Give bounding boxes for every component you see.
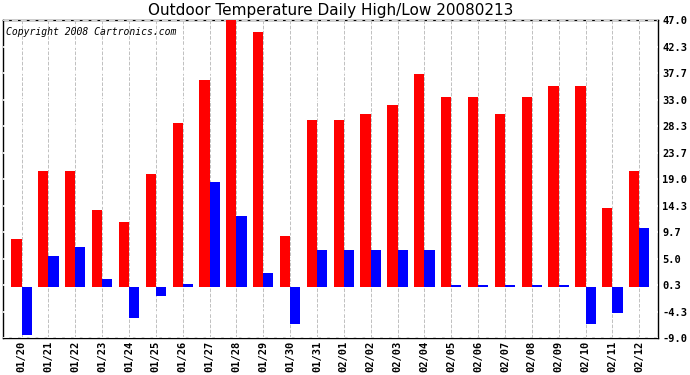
Bar — [172, 123, 183, 287]
Bar — [199, 80, 210, 287]
Bar — [451, 285, 462, 287]
Bar — [629, 171, 639, 287]
Bar — [290, 287, 300, 324]
Bar — [307, 120, 317, 287]
Bar — [468, 97, 478, 287]
Bar — [549, 86, 559, 287]
Bar — [586, 287, 595, 324]
Bar — [532, 285, 542, 287]
Bar — [344, 250, 354, 287]
Text: Copyright 2008 Cartronics.com: Copyright 2008 Cartronics.com — [6, 27, 177, 37]
Bar — [48, 256, 59, 287]
Bar — [226, 20, 237, 287]
Bar — [156, 287, 166, 296]
Bar — [575, 86, 586, 287]
Bar — [11, 239, 21, 287]
Bar — [264, 273, 273, 287]
Bar — [478, 285, 489, 287]
Bar — [38, 171, 48, 287]
Bar — [371, 250, 381, 287]
Title: Outdoor Temperature Daily High/Low 20080213: Outdoor Temperature Daily High/Low 20080… — [148, 3, 513, 18]
Bar — [559, 285, 569, 287]
Bar — [65, 171, 75, 287]
Bar — [441, 97, 451, 287]
Bar — [639, 228, 649, 287]
Bar — [129, 287, 139, 318]
Bar — [119, 222, 129, 287]
Bar — [522, 97, 532, 287]
Bar — [317, 250, 327, 287]
Bar — [183, 284, 193, 287]
Bar — [75, 248, 86, 287]
Bar — [21, 287, 32, 335]
Bar — [280, 236, 290, 287]
Bar — [360, 114, 371, 287]
Bar — [92, 210, 102, 287]
Bar — [253, 32, 264, 287]
Bar — [387, 105, 397, 287]
Bar — [424, 250, 435, 287]
Bar — [613, 287, 622, 313]
Bar — [495, 114, 505, 287]
Bar — [210, 182, 220, 287]
Bar — [414, 74, 424, 287]
Bar — [602, 208, 613, 287]
Bar — [505, 285, 515, 287]
Bar — [334, 120, 344, 287]
Bar — [102, 279, 112, 287]
Bar — [237, 216, 246, 287]
Bar — [397, 250, 408, 287]
Bar — [146, 174, 156, 287]
